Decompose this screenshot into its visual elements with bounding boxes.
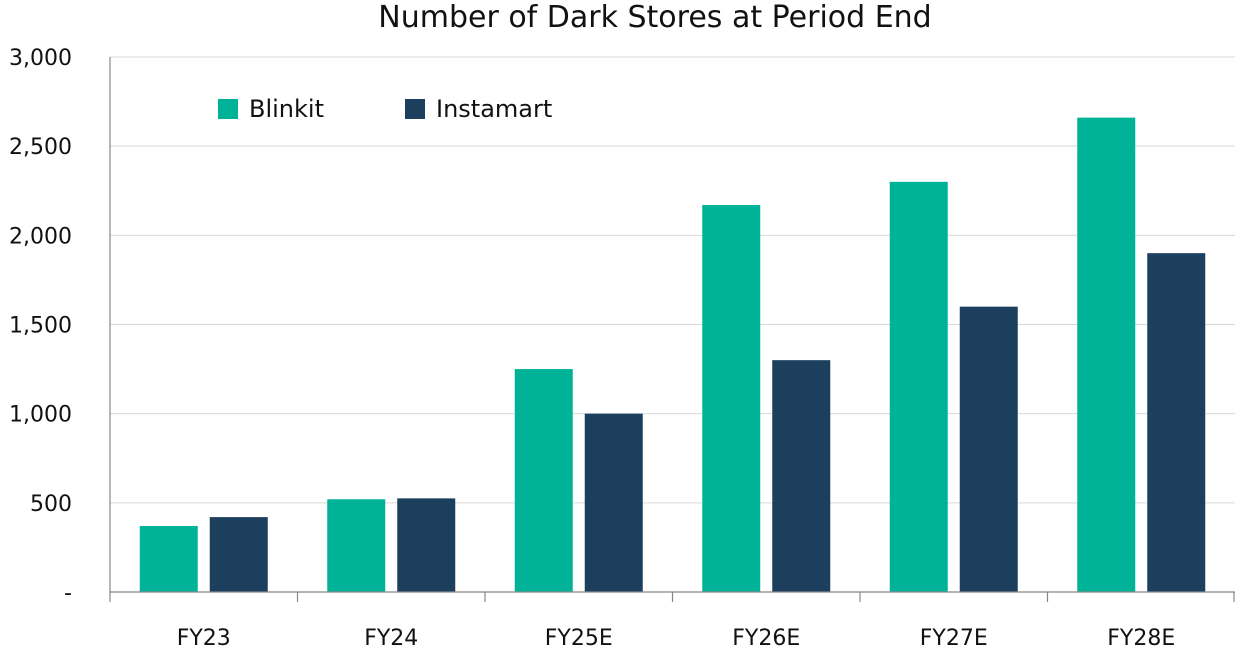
x-tick-label: FY26E xyxy=(732,626,800,648)
legend-label-blinkit: Blinkit xyxy=(249,95,324,123)
bar-instamart-fy25e xyxy=(584,413,643,592)
y-tick-label: 1,000 xyxy=(9,403,72,428)
bar-blinkit-fy28e xyxy=(1077,117,1136,592)
bars xyxy=(139,117,1206,593)
bar-instamart-fy26e xyxy=(772,360,831,592)
x-tick-label: FY23 xyxy=(177,626,231,648)
legend: Blinkit Instamart xyxy=(218,95,552,123)
legend-swatch-instamart xyxy=(405,99,425,119)
gridlines xyxy=(110,56,1235,504)
legend-label-instamart: Instamart xyxy=(436,95,552,123)
bar-instamart-fy28e xyxy=(1147,253,1206,592)
chart-title: Number of Dark Stores at Period End xyxy=(378,0,932,35)
bar-blinkit-fy23 xyxy=(139,526,198,592)
bar-instamart-fy24 xyxy=(397,498,456,592)
x-tick-label: FY28E xyxy=(1107,626,1175,648)
y-tick-label: 2,500 xyxy=(9,135,72,160)
y-tick-label: 500 xyxy=(30,492,72,517)
x-tick-label: FY24 xyxy=(364,626,418,648)
y-tick-label: 2,000 xyxy=(9,224,72,249)
y-tick-label: 3,000 xyxy=(9,46,72,71)
axes: - 500 1,000 1,500 2,000 2,500 3,000 FY23 FY24 FY2… xyxy=(9,46,1235,648)
y-tick-label: 1,500 xyxy=(9,314,72,339)
bar-blinkit-fy26e xyxy=(702,205,761,592)
bar-blinkit-fy27e xyxy=(889,181,948,593)
bar-instamart-fy27e xyxy=(959,306,1018,592)
legend-swatch-blinkit xyxy=(218,99,238,119)
bar-blinkit-fy24 xyxy=(327,499,386,592)
x-tick-label: FY25E xyxy=(545,626,613,648)
bar-blinkit-fy25e xyxy=(514,369,573,592)
bar-instamart-fy23 xyxy=(209,517,268,592)
y-tick-label: - xyxy=(64,581,72,606)
x-tick-label: FY27E xyxy=(920,626,988,648)
